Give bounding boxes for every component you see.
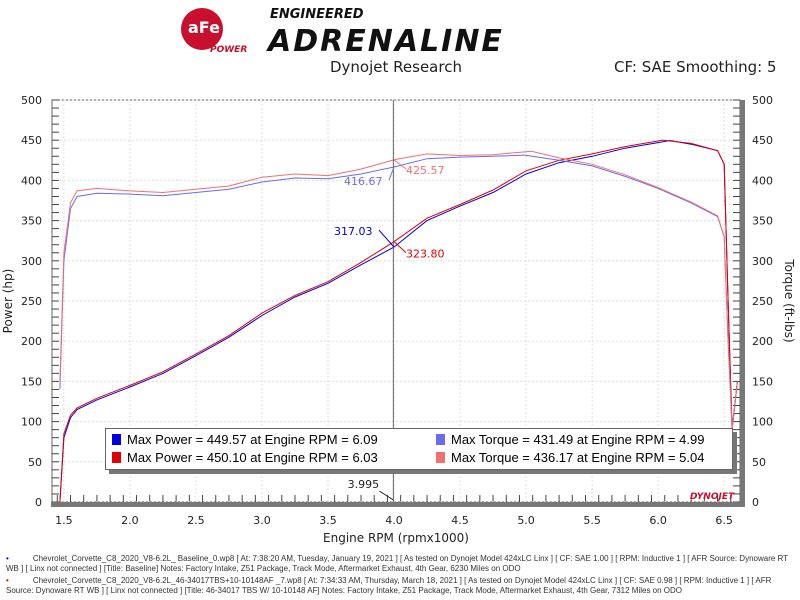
annotation-label: 323.80 (406, 248, 445, 261)
annotation-arrow (393, 159, 407, 170)
x-tick-label: 3.0 (253, 514, 271, 527)
x-tick-label: 1.5 (55, 514, 73, 527)
x-tick-label: 5.5 (583, 514, 601, 527)
y2-tick-label: 0 (752, 496, 759, 509)
x-tick-label: 4.5 (451, 514, 469, 527)
y2-tick-label: 300 (752, 255, 773, 268)
y-tick-label: 0 (35, 496, 42, 509)
legend-entry: Max Power = 449.57 at Engine RPM = 6.09 (112, 432, 378, 447)
y-tick-label: 350 (21, 215, 42, 228)
legend-swatch (436, 434, 445, 445)
series-line-power_baseline (59, 139, 738, 503)
y-axis-label: Power (hp) (1, 269, 15, 334)
legend-swatch (112, 452, 121, 463)
x-tick-label: 2.0 (121, 514, 139, 527)
legend-swatch (112, 434, 121, 445)
cursor-arrow (379, 490, 394, 501)
x-tick-label: 2.5 (187, 514, 205, 527)
chart-legend: Max Power = 449.57 at Engine RPM = 6.09 … (105, 428, 733, 470)
y2-tick-label: 500 (752, 94, 773, 107)
y-tick-label: 400 (21, 174, 42, 187)
y-tick-label: 100 (21, 416, 42, 429)
dyno-chart: 1.5 2.0 2.5 3.0 3.5 4.0 4.5 5.0 5.5 6.0 6.5 0 0 50 50 1… (1, 94, 796, 545)
legend-swatch (436, 452, 445, 463)
y2-tick-label: 450 (752, 134, 773, 147)
chart-subtitle-left: Dynojet Research (330, 58, 462, 76)
x-tick-label: 5.0 (517, 514, 535, 527)
annotation-arrow (393, 241, 407, 254)
afe-adrenaline-logo: aFe POWER ENGINEERED ADRENALINE (181, 7, 504, 54)
cursor-label: 3.995 (348, 478, 380, 491)
annotation-arrow (388, 166, 395, 181)
y2-tick-label: 250 (752, 295, 773, 308)
y2-tick-label: 150 (752, 375, 773, 388)
legend-entry: Max Torque = 436.17 at Engine RPM = 5.04 (436, 450, 704, 465)
run-info-text: Chevrolet_Corvette_C8_2020_V8-6.2L_46-34… (6, 576, 772, 595)
x-axis-label: Engine RPM (rpmx1000) (323, 531, 469, 545)
annotation-arrow (378, 229, 395, 248)
run-info-mod: • Chevrolet_Corvette_C8_2020_V8-6.2L_46-3… (6, 576, 772, 595)
svg-text:ADRENALINE: ADRENALINE (266, 24, 504, 54)
svg-text:ENGINEERED: ENGINEERED (270, 7, 364, 22)
run-info-text: Chevrolet_Corvette_C8_2020_V8-6.2L_ Base… (6, 554, 788, 573)
annotation-label: 317.03 (334, 225, 373, 238)
x-tick-label: 4.0 (385, 514, 403, 527)
y2-axis-bar (740, 100, 745, 507)
series-line-power_mod (59, 139, 738, 503)
chart-subtitle-right: CF: SAE Smoothing: 5 (614, 58, 777, 76)
legend-entry: Max Torque = 431.49 at Engine RPM = 4.99 (436, 432, 704, 447)
legend-text: Max Torque = 431.49 at Engine RPM = 4.99 (451, 432, 705, 447)
annotation-label: 425.57 (406, 164, 445, 177)
y2-tick-label: 350 (752, 215, 773, 228)
y2-tick-label: 50 (752, 456, 766, 469)
y2-tick-label: 400 (752, 174, 773, 187)
x-tick-label: 6.5 (715, 514, 733, 527)
legend-text: Max Torque = 436.17 at Engine RPM = 5.04 (451, 450, 705, 465)
y-tick-label: 450 (21, 134, 42, 147)
dynojet-watermark: DYNOJET (690, 492, 735, 502)
y-tick-label: 300 (21, 255, 42, 268)
annotation-label: 416.67 (344, 175, 383, 188)
y-tick-label: 50 (28, 456, 42, 469)
legend-entry: Max Power = 450.10 at Engine RPM = 6.03 (112, 450, 378, 465)
svg-text:aFe: aFe (188, 18, 220, 37)
y-tick-label: 500 (21, 94, 42, 107)
y-tick-label: 200 (21, 335, 42, 348)
legend-text: Max Power = 450.10 at Engine RPM = 6.03 (127, 450, 378, 465)
run-info-baseline: • Chevrolet_Corvette_C8_2020_V8-6.2L_ Bas… (6, 554, 788, 573)
y2-axis-label: Torque (ft-lbs) (782, 258, 796, 342)
x-tick-label: 3.5 (319, 514, 337, 527)
legend-text: Max Power = 449.57 at Engine RPM = 6.09 (127, 432, 378, 447)
svg-text:POWER: POWER (210, 45, 247, 54)
y2-tick-label: 200 (752, 335, 773, 348)
series-line-torque_baseline (59, 154, 738, 430)
series-line-torque_mod (59, 150, 738, 430)
x-axis-bar (51, 502, 741, 507)
y2-tick-label: 100 (752, 416, 773, 429)
y-tick-label: 250 (21, 295, 42, 308)
x-tick-label: 6.0 (649, 514, 667, 527)
y-tick-label: 150 (21, 375, 42, 388)
